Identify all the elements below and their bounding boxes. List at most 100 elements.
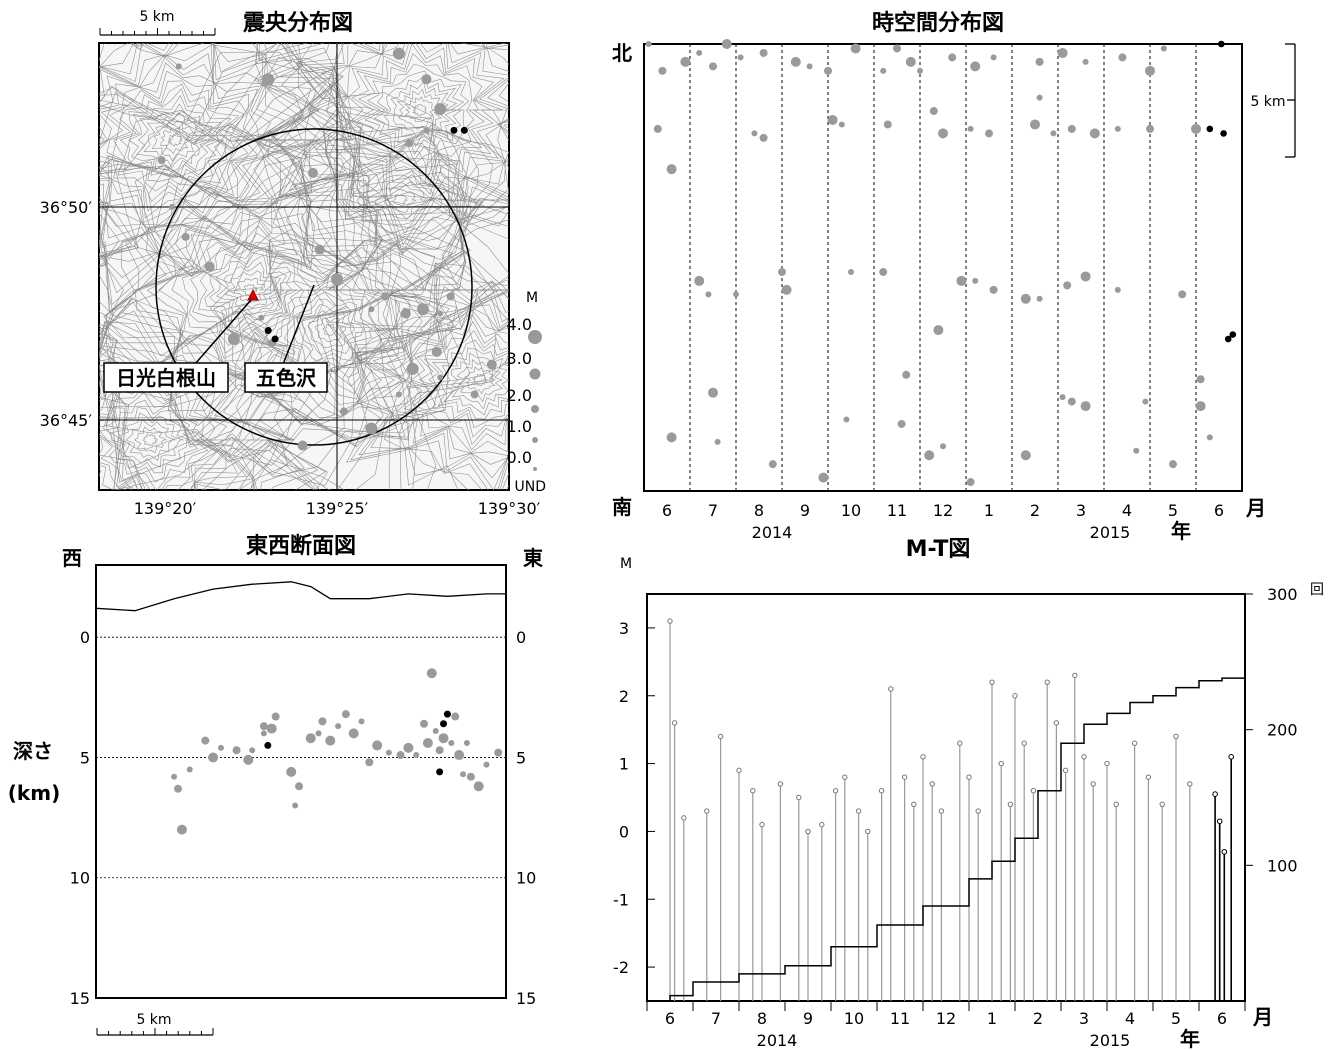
space-time-recent-point (1229, 331, 1237, 338)
legend-item-3: 3.0 (507, 349, 532, 368)
space-time-point (883, 120, 892, 129)
map-epicenter-point (204, 261, 215, 272)
space-time-point (1169, 460, 1177, 469)
contour-line (396, 88, 443, 130)
map-epicenter-point (395, 391, 402, 398)
contour-line (259, 43, 509, 256)
space-time-point (1146, 124, 1154, 133)
map-epicenter-point (331, 273, 343, 286)
contour-line (99, 43, 509, 490)
map-scale-label: 5 km (139, 9, 174, 25)
contour-line (99, 43, 509, 490)
mt-event-marker (736, 767, 742, 774)
mt-event-marker (911, 801, 917, 807)
cross-section-point (466, 772, 475, 781)
space-time-point (1036, 295, 1043, 302)
cross-section-recent-point (440, 720, 448, 728)
contour-line (99, 385, 217, 490)
cross-section-point (249, 747, 256, 754)
contour-line (221, 241, 439, 417)
cross-section-depth-tick-right: 0 (516, 628, 526, 647)
contour-line (99, 62, 259, 219)
mt-event-marker (759, 821, 765, 828)
mt-year-unit: 年 (1180, 1027, 1200, 1050)
space-time-point (893, 44, 901, 53)
space-time-point (666, 432, 677, 443)
contour-line (348, 43, 495, 177)
place-label: 五色沢 (256, 366, 317, 390)
space-time-point (897, 419, 906, 428)
mt-frame (646, 593, 1246, 1002)
mt-event-marker (998, 760, 1004, 767)
mt-event-marker (750, 788, 756, 794)
legend-dot-2 (531, 405, 539, 413)
space-time-point (1020, 450, 1031, 461)
mt-event-marker (1090, 781, 1096, 787)
contour-line (99, 122, 471, 463)
contour-line (160, 126, 191, 155)
map-epicenter-point (434, 103, 447, 116)
cross-section-point (451, 712, 460, 721)
cross-section-point (201, 736, 210, 745)
cross-section-point (438, 733, 449, 744)
space-time-point (1080, 401, 1091, 412)
space-time-point (666, 164, 677, 175)
contour-line (404, 96, 435, 122)
space-time-points (645, 39, 1237, 487)
cross-section-point (460, 771, 467, 778)
cross-section-recent-point (443, 710, 451, 718)
contour-line (386, 304, 509, 457)
cross-section-depth-tick-right: 15 (516, 989, 536, 1008)
mt-event-marker (717, 733, 724, 740)
contour-line (463, 366, 496, 395)
map-epicenter-recent-point (264, 327, 272, 335)
space-time-point (967, 125, 974, 132)
space-time-point (1067, 397, 1076, 406)
mt-event-marker (681, 815, 687, 821)
mt-event-marker (1012, 693, 1018, 699)
contour-line (99, 53, 271, 226)
space-time-point (653, 124, 662, 133)
mt-y2-tick-label: 100 (1267, 856, 1298, 875)
contour-line (396, 306, 509, 454)
mt-ylabel: M (620, 556, 632, 572)
mt-event-marker (805, 828, 811, 835)
contour-line (106, 80, 245, 202)
cross-section-panel: 東西断面図 西 東 0 0 5 5 10 10 15 15 深さ (km) 5 km (8, 533, 543, 1036)
cross-section-depth-tick: 0 (80, 628, 90, 647)
space-time-point (1020, 293, 1031, 304)
contour-line (99, 43, 338, 271)
contour-line (390, 81, 451, 139)
contour-line (322, 324, 338, 336)
contour-line (355, 274, 509, 490)
contour-line (143, 112, 209, 168)
mt-y-tick-label: -2 (613, 958, 629, 977)
mt-month-label: 11 (890, 1009, 910, 1028)
cross-section-ylabel-unit: (km) (8, 781, 60, 805)
space-time-point (1059, 394, 1066, 401)
mt-event-marker (929, 781, 935, 787)
contour-line (209, 228, 457, 426)
mt-month-label: 8 (757, 1009, 767, 1028)
space-time-point (680, 56, 691, 67)
space-time-month-label: 6 (1214, 501, 1224, 520)
mt-event-marker (671, 720, 678, 726)
surface-profile-line (95, 581, 506, 612)
mt-event-marker (888, 686, 894, 692)
contour-line (356, 53, 475, 165)
map-epicenter-point (175, 63, 182, 70)
map-epicenters (157, 47, 497, 451)
mt-event-marker (878, 788, 885, 794)
space-time-frame (643, 43, 1243, 492)
legend-dot-0 (533, 467, 537, 471)
cross-section-point (176, 824, 187, 835)
cumulative-count-line (647, 676, 1246, 1002)
contour-line (252, 271, 401, 395)
contour-line (355, 262, 509, 490)
space-time-point (696, 49, 703, 56)
space-time-point (733, 291, 739, 298)
contour-line (340, 142, 462, 254)
mt-recent-event-marker (1221, 848, 1228, 855)
space-time-month-label: 3 (1076, 501, 1086, 520)
map-epicenter-point (181, 232, 190, 241)
